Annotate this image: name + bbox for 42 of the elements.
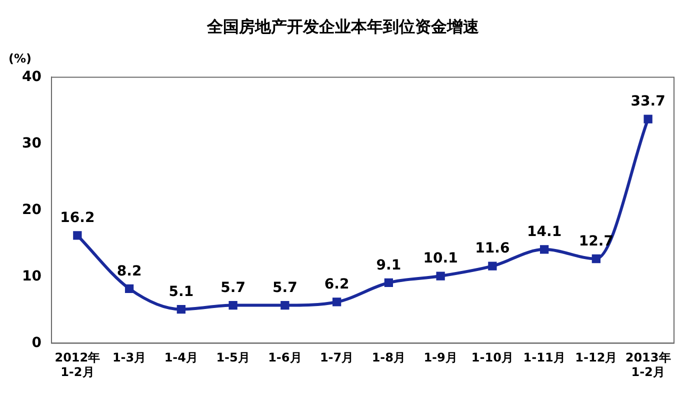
data-label: 11.6 <box>475 240 510 257</box>
x-tick-label: 1-8月 <box>372 350 406 365</box>
y-tick-label: 10 <box>22 268 42 284</box>
x-tick-label: 1-5月 <box>216 350 250 365</box>
y-tick-label: 40 <box>22 68 42 85</box>
point <box>280 300 290 310</box>
x-tick-label: 2012年 1-2月 <box>54 350 100 379</box>
point <box>332 298 342 306</box>
data-label: 14.1 <box>527 224 562 240</box>
x-tick-label: 1-4月 <box>164 350 198 365</box>
point <box>228 300 238 310</box>
point <box>540 245 549 254</box>
x-tick-label: 1-7月 <box>320 350 354 365</box>
x-tick-label: 1-3月 <box>112 350 146 365</box>
data-label: 9.1 <box>376 257 402 274</box>
y-tick-label: 0 <box>32 334 42 351</box>
data-label: 33.7 <box>630 94 666 110</box>
point <box>124 284 134 293</box>
point <box>384 278 394 288</box>
data-label: 10.1 <box>423 250 458 267</box>
x-tick-label: 1-11月 <box>523 350 566 365</box>
point <box>436 272 445 280</box>
data-label: 8.2 <box>116 263 142 280</box>
chart-title: 全国房地产开发企业本年到位资金增速 <box>206 16 480 36</box>
point <box>592 254 601 264</box>
x-tick-label: 1-10月 <box>471 350 514 365</box>
point <box>176 304 186 314</box>
point <box>488 262 497 270</box>
x-tick-label: 2013年 1-2月 <box>625 350 671 379</box>
data-label: 5.1 <box>168 284 194 300</box>
x-tick-label: 1-9月 <box>424 350 458 365</box>
y-tick-label: 30 <box>22 135 42 152</box>
point <box>644 114 652 124</box>
y-axis-title: (%) <box>8 51 32 66</box>
x-tick-label: 1-6月 <box>268 350 302 365</box>
point <box>73 231 82 240</box>
data-label: 16.2 <box>60 210 95 226</box>
x-tick-label: 1-12月 <box>575 350 618 365</box>
data-label: 6.2 <box>324 276 350 293</box>
y-tick-label: 20 <box>22 202 42 218</box>
data-label: 5.7 <box>272 280 298 296</box>
data-label: 5.7 <box>220 280 246 296</box>
